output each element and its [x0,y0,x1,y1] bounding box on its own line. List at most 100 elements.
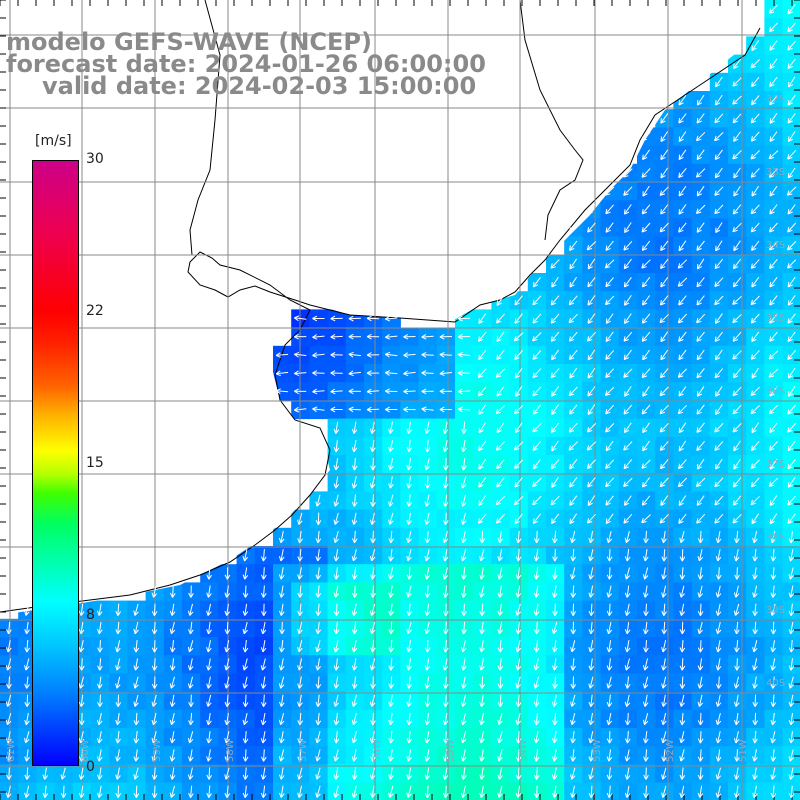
wind-arrow [770,621,777,635]
wind-arrow [642,422,650,434]
wind-arrow [624,422,632,434]
wind-arrow [769,168,778,178]
wind-arrow [495,368,506,378]
wind-arrow [479,549,485,562]
wind-arrow [533,603,540,616]
wind-arrow [588,676,594,689]
wind-arrow [586,241,597,251]
wind-arrow [388,749,394,762]
wind-arrow [551,477,559,488]
wind-arrow [206,585,212,598]
wind-arrow [78,785,85,798]
lon-label: 57W [298,739,309,762]
wind-arrow [206,567,213,580]
wind-arrow [606,640,613,653]
wind-arrow [479,749,485,762]
wind-arrow [751,76,760,88]
wind-arrow [333,512,339,525]
wind-arrow [495,495,506,506]
wind-arrow [461,603,467,616]
wind-arrow [260,749,267,762]
wind-arrow [769,113,778,124]
wind-arrow [97,676,103,689]
lat-label: 33S [766,167,785,178]
wind-arrow [768,22,778,33]
wind-arrow [678,495,687,506]
wind-arrow [6,749,12,762]
wind-arrow [769,331,778,342]
wind-arrow [24,658,30,671]
wind-arrow [97,603,103,616]
wind-arrow [624,785,631,798]
wind-arrow [533,712,540,726]
wind-arrow [697,621,703,635]
wind-arrow [787,259,797,269]
wind-arrow [206,694,212,707]
wind-arrow [660,113,669,124]
wind-arrow [605,331,614,342]
wind-arrow [424,458,430,471]
wind-arrow [605,240,614,251]
wind-arrow [115,658,121,671]
wind-arrow [768,477,779,487]
wind-arrow [406,567,413,580]
wind-arrow [275,370,289,377]
wind-arrow [532,477,542,487]
wind-arrow [370,640,376,653]
lat-label: 32S [766,94,785,105]
wind-arrow [715,785,722,798]
wind-arrow [169,767,176,780]
wind-arrow [623,441,633,451]
wind-arrow [532,404,541,415]
wind-arrow [388,494,394,507]
wind-arrow [569,477,578,488]
wind-arrow [678,167,687,178]
wind-arrow [151,658,158,671]
wind-arrow [641,331,651,342]
wind-arrow [624,712,631,726]
wind-arrow [715,676,722,689]
wind-arrow [550,295,560,306]
wind-arrow [769,422,778,433]
wind-arrow [787,404,796,415]
wind-arrow [514,367,523,379]
wind-arrow [606,530,613,544]
wind-arrow [751,40,760,51]
wind-arrow [552,749,558,762]
lat-label: 36S [766,386,785,397]
wind-arrow [224,603,230,616]
wind-arrow [624,603,631,616]
lat-label: 38S [766,532,785,543]
wind-arrow [679,712,686,726]
wind-arrow [351,494,358,507]
wind-arrow [679,676,686,689]
wind-arrow [788,749,794,762]
wind-arrow [641,313,651,324]
wind-arrow [370,567,376,580]
wind-arrow [570,712,576,726]
wind-arrow [642,658,649,671]
wind-arrow [732,331,742,342]
wind-arrow [588,767,594,780]
wind-arrow [770,785,777,798]
wind-arrow [442,421,449,434]
wind-arrow [588,585,594,598]
wind-arrow [570,621,577,635]
wind-arrow [751,440,760,451]
wind-arrow [6,731,12,744]
wind-arrow [388,731,394,744]
wind-arrow [551,621,558,635]
wind-arrow [495,513,505,524]
wind-arrow [532,350,542,360]
wind-arrow [78,658,85,671]
wind-arrow [333,712,340,726]
wind-arrow [568,441,578,451]
wind-arrow [533,567,540,580]
wind-arrow [442,767,449,780]
wind-arrow [643,621,649,635]
wind-arrow [206,712,212,726]
wind-arrow [623,240,633,251]
wind-arrow [479,530,486,544]
wind-arrow [641,240,651,251]
wind-arrow [604,186,615,196]
